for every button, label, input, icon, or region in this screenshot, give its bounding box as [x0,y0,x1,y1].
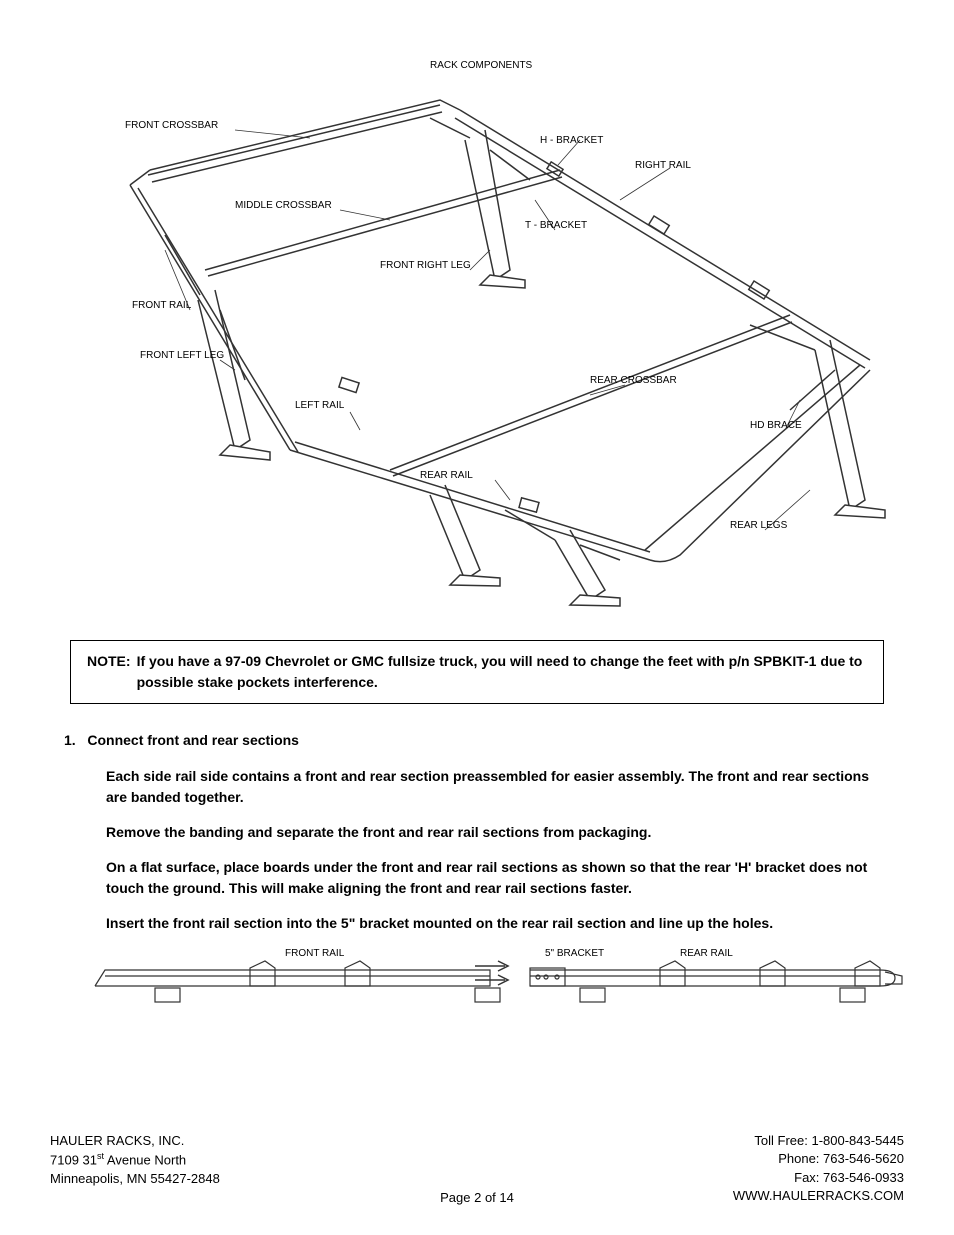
step-para-1: Each side rail side contains a front and… [106,766,884,808]
label-right-rail: RIGHT RAIL [635,160,691,171]
footer-fax: Fax: 763-546-0933 [733,1169,904,1187]
footer-company-info: HAULER RACKS, INC. 7109 31st Avenue Nort… [50,1132,220,1188]
step-1-body: Each side rail side contains a front and… [106,766,884,934]
label-front-right-leg: FRONT RIGHT LEG [380,260,471,271]
footer-phone: Phone: 763-546-5620 [733,1150,904,1168]
step-para-2: Remove the banding and separate the fron… [106,822,884,843]
label-middle-crossbar: MIDDLE CROSSBAR [235,200,332,211]
footer-company: HAULER RACKS, INC. [50,1132,220,1150]
page-footer: HAULER RACKS, INC. 7109 31st Avenue Nort… [50,1132,904,1205]
footer-tollfree: Toll Free: 1-800-843-5445 [733,1132,904,1150]
footer-page-number: Page 2 of 14 [50,1190,904,1205]
footer-address: 7109 31st Avenue North [50,1150,220,1170]
label-hd-brace: HD BRACE [750,420,802,431]
label-front-rail: FRONT RAIL [132,300,191,311]
note-text: If you have a 97-09 Chevrolet or GMC ful… [137,651,867,693]
footer-city: Minneapolis, MN 55427-2848 [50,1170,220,1188]
note-box: NOTE: If you have a 97-09 Chevrolet or G… [70,640,884,704]
rail-svg [90,958,920,1013]
step-number: 1. [64,732,76,748]
step-para-4: Insert the front rail section into the 5… [106,913,884,934]
step-title: Connect front and rear sections [87,732,299,748]
rack-diagram: RACK COMPONENTS [50,40,904,610]
label-h-bracket: H - BRACKET [540,135,603,146]
label-rear-rail: REAR RAIL [420,470,473,481]
note-prefix: NOTE: [87,651,131,693]
label-t-bracket: T - BRACKET [525,220,587,231]
rail-section-diagram: FRONT RAIL 5" BRACKET REAR RAIL [90,948,920,1008]
step-1-header: 1. Connect front and rear sections [64,732,904,748]
label-left-rail: LEFT RAIL [295,400,344,411]
step-para-3: On a flat surface, place boards under th… [106,857,884,899]
label-rear-legs: REAR LEGS [730,520,787,531]
label-front-crossbar: FRONT CROSSBAR [125,120,218,131]
label-front-left-leg: FRONT LEFT LEG [140,350,224,361]
label-rear-crossbar: REAR CROSSBAR [590,375,677,386]
